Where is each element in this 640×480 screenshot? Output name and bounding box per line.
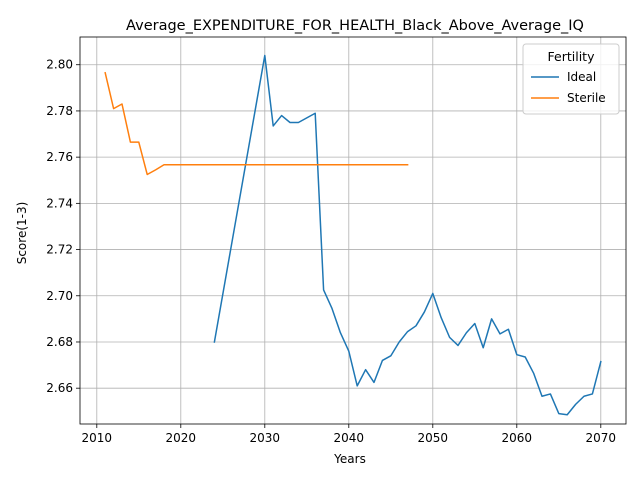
y-tick-label: 2.72 bbox=[46, 243, 73, 257]
y-axis-ticks: 2.66 2.68 2.70 2.72 2.74 2.76 2.78 2.80 bbox=[46, 58, 80, 395]
y-tick-label: 2.78 bbox=[46, 104, 73, 118]
y-tick-label: 2.74 bbox=[46, 196, 73, 210]
series-line-ideal bbox=[213, 54, 602, 416]
x-tick-label: 2040 bbox=[334, 431, 365, 445]
plot-frame bbox=[79, 36, 627, 425]
legend-box bbox=[522, 43, 620, 115]
x-axis-label: Years bbox=[333, 452, 366, 466]
x-tick-label: 2050 bbox=[418, 431, 449, 445]
series-line-sterile bbox=[104, 71, 409, 176]
x-tick-label: 2060 bbox=[502, 431, 533, 445]
x-axis-ticks: 2010 2020 2030 2040 2050 2060 2070 bbox=[82, 424, 617, 445]
y-axis-label: Score(1-3) bbox=[15, 202, 29, 265]
y-tick-label: 2.68 bbox=[46, 335, 73, 349]
x-tick-label: 2020 bbox=[166, 431, 197, 445]
legend-label-sterile: Sterile bbox=[567, 91, 606, 105]
legend-label-ideal: Ideal bbox=[567, 70, 596, 84]
x-tick-label: 2010 bbox=[82, 431, 113, 445]
series-lines bbox=[104, 54, 602, 416]
y-tick-label: 2.70 bbox=[46, 289, 73, 303]
legend-title: Fertility bbox=[548, 49, 596, 64]
x-tick-label: 2070 bbox=[586, 431, 617, 445]
y-tick-label: 2.80 bbox=[46, 58, 73, 72]
chart-title: Average_EXPENDITURE_FOR_HEALTH_Black_Abo… bbox=[126, 18, 584, 34]
y-tick-label: 2.66 bbox=[46, 381, 73, 395]
legend: Fertility Ideal Sterile bbox=[522, 43, 620, 115]
x-tick-label: 2030 bbox=[250, 431, 281, 445]
y-tick-label: 2.76 bbox=[46, 150, 73, 164]
